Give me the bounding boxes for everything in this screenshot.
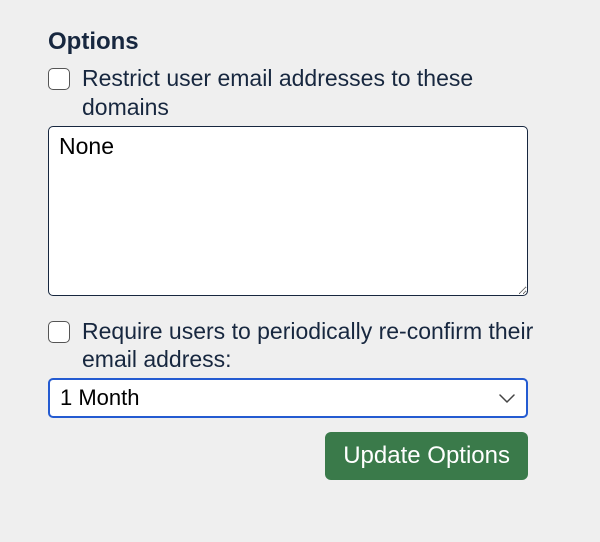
update-options-button[interactable]: Update Options bbox=[325, 432, 528, 480]
domains-textarea-wrap bbox=[48, 126, 560, 301]
reconfirm-row: Require users to periodically re-confirm… bbox=[48, 317, 560, 375]
reconfirm-period-select-wrap: 1 Month bbox=[48, 378, 528, 418]
restrict-domains-row: Restrict user email addresses to these d… bbox=[48, 64, 560, 122]
domains-textarea[interactable] bbox=[48, 126, 528, 296]
reconfirm-label: Require users to periodically re-confirm… bbox=[82, 317, 560, 375]
restrict-domains-checkbox[interactable] bbox=[48, 68, 70, 90]
reconfirm-period-select[interactable]: 1 Month bbox=[48, 378, 528, 418]
reconfirm-period-value: 1 Month bbox=[60, 385, 140, 411]
restrict-domains-label: Restrict user email addresses to these d… bbox=[82, 64, 560, 122]
options-heading: Options bbox=[48, 28, 560, 56]
button-row: Update Options bbox=[48, 432, 528, 480]
reconfirm-checkbox[interactable] bbox=[48, 321, 70, 343]
